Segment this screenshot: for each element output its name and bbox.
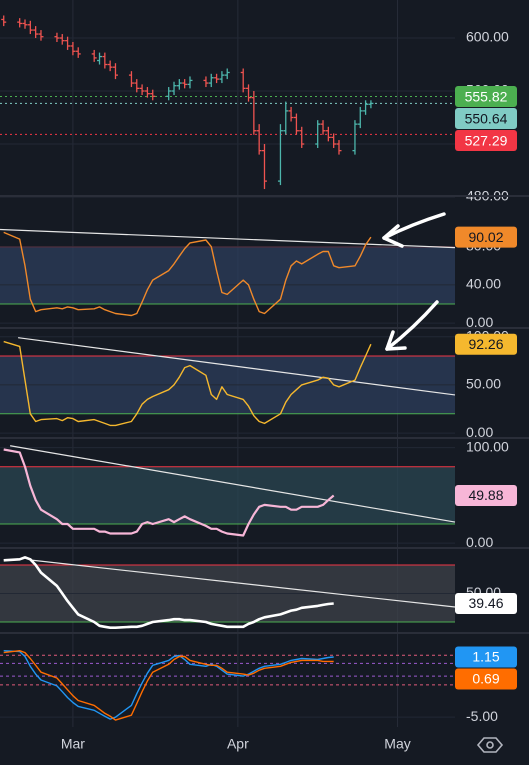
settings-icon[interactable] — [476, 737, 504, 753]
gear-outline — [476, 737, 504, 753]
arrow — [385, 300, 439, 351]
value-badge — [455, 130, 517, 152]
value-badge-label: 0.69 — [472, 671, 499, 687]
arrow-head — [382, 224, 404, 248]
indicator-line — [3, 650, 334, 721]
y-tick-label: 0.00 — [466, 424, 493, 440]
level-band — [0, 466, 455, 524]
value-badge-label: 92.26 — [468, 336, 503, 352]
y-tick-label: 0.00 — [466, 314, 493, 330]
value-badge-label: 527.29 — [465, 132, 508, 148]
annotation-arrows — [382, 212, 446, 351]
arrow-head — [385, 330, 407, 351]
gear-hole — [486, 741, 494, 749]
value-badge — [455, 108, 517, 130]
y-tick-label: 600.00 — [466, 29, 509, 45]
trend-line — [30, 559, 456, 608]
x-tick-label: Apr — [227, 736, 249, 752]
value-badge-label: 550.64 — [465, 110, 508, 126]
y-tick-label: 100.00 — [466, 438, 509, 454]
indicator-line — [3, 231, 372, 317]
indicator-line — [3, 556, 334, 629]
value-badge-label: 39.46 — [468, 595, 503, 611]
indicator-line — [3, 340, 372, 427]
value-badge-label: 49.88 — [468, 487, 503, 503]
x-tick-label: May — [384, 736, 410, 752]
value-badge — [455, 646, 517, 668]
value-badge — [455, 593, 517, 615]
trend-line — [10, 445, 456, 523]
y-tick-label: 0.00 — [466, 534, 493, 550]
y-tick-label: 40.00 — [466, 276, 501, 292]
value-badge-label: 1.15 — [472, 649, 499, 665]
value-badge-label: 90.02 — [468, 229, 503, 245]
value-badge — [455, 484, 517, 506]
value-badge-label: 555.82 — [465, 88, 508, 104]
trend-line — [0, 228, 456, 249]
indicator-line — [3, 448, 335, 537]
value-badge — [455, 226, 517, 248]
x-tick-label: Mar — [61, 736, 85, 752]
y-tick-label: -5.00 — [466, 708, 498, 724]
indicator-line — [3, 650, 334, 720]
trend-line — [18, 337, 456, 396]
level-band — [0, 246, 455, 304]
y-tick-label: 50.00 — [466, 376, 501, 392]
value-badge — [455, 333, 517, 355]
value-badge — [455, 86, 517, 108]
value-badge — [455, 668, 517, 690]
